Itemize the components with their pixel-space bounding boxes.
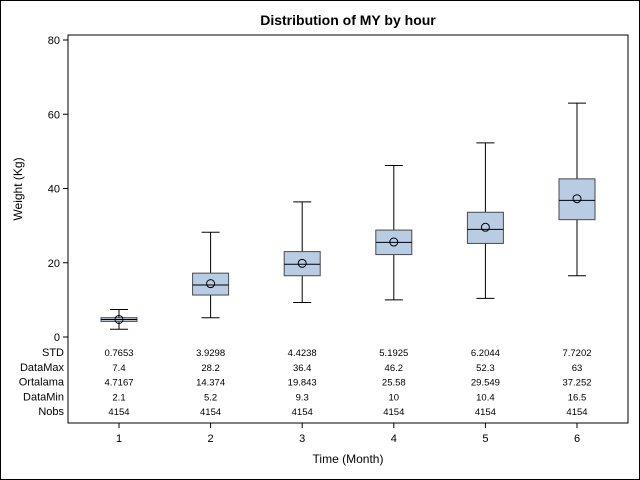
stats-cell: 5.1925 (379, 348, 408, 359)
mean-marker (480, 222, 490, 232)
stats-cell: 7.7202 (562, 348, 591, 359)
y-tick-label: 60 (48, 109, 60, 121)
iqr-box (283, 251, 321, 277)
stats-cell: 46.2 (385, 363, 404, 374)
x-axis-label: Time (Month) (313, 452, 384, 466)
y-axis-label: Weight (Kg) (11, 157, 25, 220)
y-tick-label: 80 (48, 35, 60, 47)
mean-marker (297, 258, 307, 268)
stats-cell: 36.4 (293, 363, 312, 374)
stats-cell: 3.9298 (196, 348, 225, 359)
stats-cell: 9.3 (296, 392, 309, 403)
stats-cell: 7.4 (112, 363, 125, 374)
stats-cell: 16.5 (568, 392, 587, 403)
stats-row-label-nobs: Nobs (38, 406, 64, 418)
y-tick-label: 20 (48, 258, 60, 270)
stats-cell: 4154 (108, 407, 129, 418)
stats-cell: 10.4 (476, 392, 495, 403)
box-group-3 (283, 201, 321, 303)
stats-cell: 4154 (200, 407, 221, 418)
mean-marker (572, 194, 582, 204)
stats-cell: 4154 (383, 407, 404, 418)
stats-cell: 6.2044 (471, 348, 500, 359)
x-tick-label: 4 (391, 433, 397, 445)
stats-cell: 4.7167 (104, 378, 133, 389)
mean-marker (206, 279, 216, 289)
stats-cell: 4154 (475, 407, 496, 418)
x-tick-label: 1 (116, 433, 122, 445)
stats-cell: 52.3 (476, 363, 495, 374)
x-tick-label: 5 (482, 433, 488, 445)
box-group-1 (100, 309, 138, 330)
stats-row-label-datamin: DataMin (23, 391, 64, 403)
stats-cell: 37.252 (562, 378, 591, 389)
x-axis: 1 2 3 4 5 6 (116, 423, 580, 445)
iqr-box (558, 178, 596, 221)
stats-cell: 19.843 (288, 378, 317, 389)
stats-row-label-std: STD (42, 347, 64, 359)
x-tick-label: 6 (574, 433, 580, 445)
stats-cell: 14.374 (196, 378, 225, 389)
stats-cell: 10 (389, 392, 400, 403)
stats-cell: 63 (572, 363, 583, 374)
stats-cell: 4.4238 (288, 348, 317, 359)
plot-frame (67, 34, 629, 424)
stats-cell: 4154 (292, 407, 313, 418)
chart-title: Distribution of MY by hour (260, 12, 436, 28)
stats-row-label-datamax: DataMax (20, 362, 65, 374)
iqr-box (192, 272, 230, 296)
stats-cell: 5.2 (204, 392, 217, 403)
box-series (100, 102, 596, 330)
stats-cell: 0.7653 (104, 348, 133, 359)
stats-cell: 29.549 (471, 378, 500, 389)
y-axis: 0 20 40 60 80 (48, 35, 68, 344)
box-group-6 (558, 102, 596, 277)
iqr-box (466, 211, 504, 244)
box-group-4 (375, 164, 413, 301)
box-group-2 (192, 231, 230, 319)
stats-row-label-ortalama: Ortalama (19, 377, 65, 389)
y-tick-label: 40 (48, 184, 60, 196)
mean-marker (389, 237, 399, 247)
stats-cell: 4154 (566, 407, 587, 418)
stats-cell: 25.58 (382, 378, 406, 389)
box-group-5 (466, 142, 504, 299)
x-tick-label: 3 (299, 433, 305, 445)
stats-cell: 2.1 (112, 392, 125, 403)
y-tick-label: 0 (54, 332, 60, 344)
mean-marker (114, 314, 124, 324)
stats-table: STD 0.7653 3.9298 4.4238 5.1925 6.2044 7.7202 D… (19, 347, 592, 418)
stats-cell: 28.2 (201, 363, 220, 374)
x-tick-label: 2 (208, 433, 214, 445)
